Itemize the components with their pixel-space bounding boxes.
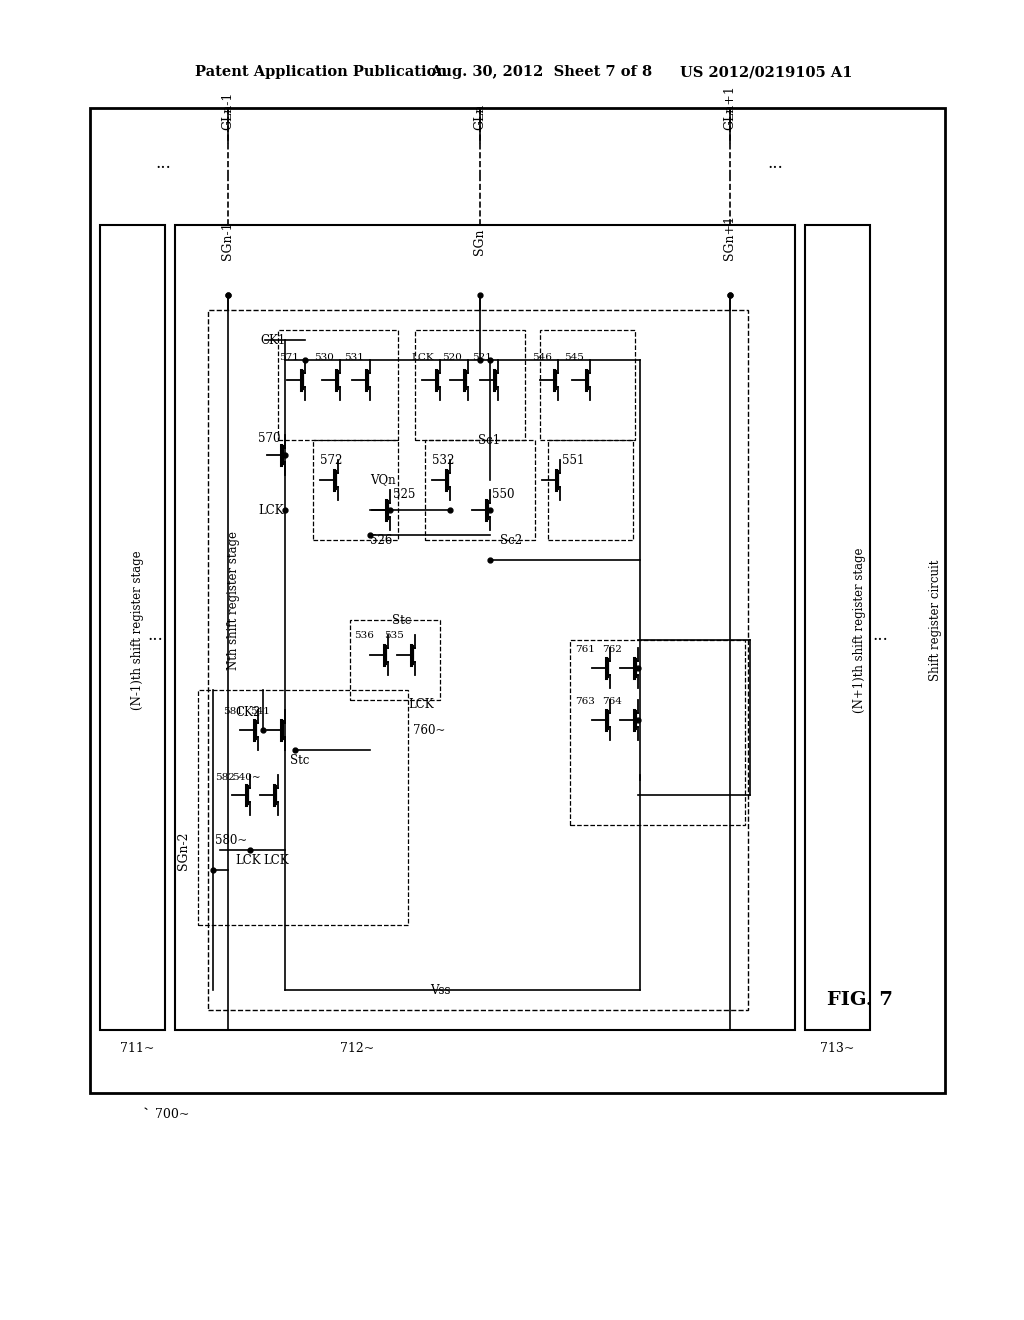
Bar: [175, 224, 795, 1030]
Text: SGn: SGn: [473, 228, 486, 255]
Bar: [90, 108, 945, 1093]
Text: SGn+1: SGn+1: [724, 215, 736, 260]
Text: SGn-2: SGn-2: [176, 832, 189, 870]
Text: 570: 570: [258, 432, 281, 445]
Bar: [278, 330, 398, 440]
Text: Patent Application Publication: Patent Application Publication: [195, 65, 447, 79]
Text: CK2: CK2: [234, 705, 260, 718]
Text: 536: 536: [354, 631, 374, 639]
Text: 581: 581: [223, 708, 243, 717]
Text: Stc: Stc: [392, 614, 412, 627]
Text: LCK: LCK: [408, 698, 433, 711]
Text: ...: ...: [872, 627, 888, 644]
Text: ...: ...: [147, 627, 163, 644]
Bar: [208, 310, 748, 1010]
Text: 760~: 760~: [413, 723, 445, 737]
Text: 525: 525: [393, 488, 416, 502]
Text: 700~: 700~: [155, 1109, 189, 1122]
Text: 550: 550: [492, 488, 514, 502]
Text: Stc: Stc: [290, 754, 309, 767]
Bar: [415, 330, 525, 440]
Text: FIG. 7: FIG. 7: [827, 991, 893, 1008]
Text: LCK: LCK: [258, 503, 284, 516]
Text: LCK: LCK: [412, 352, 434, 362]
Text: 541: 541: [250, 708, 270, 717]
Text: (N+1)th shift register stage: (N+1)th shift register stage: [853, 548, 866, 713]
Text: (N-1)th shift register stage: (N-1)th shift register stage: [131, 550, 144, 710]
Text: LCK: LCK: [234, 854, 261, 866]
Text: 530: 530: [314, 352, 334, 362]
Text: Aug. 30, 2012  Sheet 7 of 8: Aug. 30, 2012 Sheet 7 of 8: [430, 65, 652, 79]
Text: 580~: 580~: [215, 833, 247, 846]
Text: 713~: 713~: [820, 1041, 854, 1055]
Bar: [548, 440, 633, 540]
Text: 535: 535: [384, 631, 404, 639]
Bar: [313, 440, 398, 540]
Text: 532: 532: [432, 454, 455, 466]
Bar: [805, 224, 870, 1030]
Text: 763: 763: [575, 697, 595, 706]
Text: 762: 762: [602, 645, 622, 655]
Text: Nth shift register stage: Nth shift register stage: [226, 531, 240, 669]
Text: GLn-1: GLn-1: [221, 91, 234, 129]
Text: 520: 520: [442, 352, 462, 362]
Text: CK1: CK1: [260, 334, 286, 346]
Text: 531: 531: [344, 352, 364, 362]
Text: 761: 761: [575, 645, 595, 655]
Text: Sc2: Sc2: [500, 533, 522, 546]
Text: US 2012/0219105 A1: US 2012/0219105 A1: [680, 65, 853, 79]
Text: LCK: LCK: [263, 854, 289, 866]
Text: SGn-1: SGn-1: [221, 222, 234, 260]
Text: 571: 571: [280, 352, 299, 362]
Text: 764: 764: [602, 697, 622, 706]
Text: 546: 546: [532, 352, 552, 362]
Bar: [350, 620, 440, 700]
Text: Vss: Vss: [430, 983, 451, 997]
Text: VQn: VQn: [370, 474, 395, 487]
Text: ...: ...: [767, 154, 783, 172]
Text: 711~: 711~: [120, 1041, 155, 1055]
Text: GLn+1: GLn+1: [724, 84, 736, 129]
Text: GLn: GLn: [473, 104, 486, 129]
Text: 582: 582: [215, 772, 234, 781]
Text: 572: 572: [319, 454, 342, 466]
Bar: [425, 440, 535, 540]
Text: ...: ...: [155, 154, 171, 172]
Bar: [198, 690, 408, 925]
Text: 521: 521: [472, 352, 492, 362]
Text: 551: 551: [562, 454, 585, 466]
Text: Sc1: Sc1: [478, 433, 500, 446]
Bar: [570, 640, 745, 825]
Bar: [540, 330, 635, 440]
Text: Shift register circuit: Shift register circuit: [929, 560, 941, 681]
Text: 526: 526: [370, 533, 392, 546]
Text: 540~: 540~: [232, 772, 261, 781]
Bar: [100, 224, 165, 1030]
Text: 712~: 712~: [340, 1041, 374, 1055]
Text: 545: 545: [564, 352, 584, 362]
